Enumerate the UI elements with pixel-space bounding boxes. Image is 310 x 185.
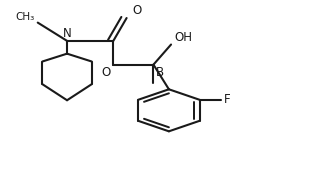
Text: O: O — [102, 66, 111, 79]
Text: F: F — [224, 93, 231, 106]
Text: OH: OH — [174, 31, 192, 44]
Text: O: O — [132, 4, 141, 17]
Text: CH₃: CH₃ — [16, 12, 35, 22]
Text: B: B — [156, 65, 164, 79]
Text: N: N — [63, 27, 71, 40]
